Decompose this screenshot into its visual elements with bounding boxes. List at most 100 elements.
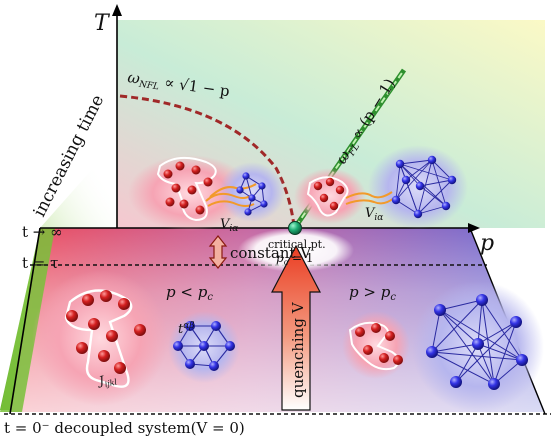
- network-edge: [405, 179, 419, 215]
- red-particle: [385, 331, 395, 341]
- network-edge: [439, 309, 523, 361]
- red-particle: [379, 353, 389, 363]
- critical-point-marker: [288, 221, 302, 235]
- blue-particle: [413, 209, 423, 219]
- blue-particle: [510, 316, 522, 328]
- v-right-label: Viα: [365, 206, 383, 223]
- blue-particle: [476, 294, 488, 306]
- network-edge: [477, 343, 523, 361]
- constant-v-arrow-icon: [208, 235, 228, 269]
- red-particle: [82, 294, 94, 306]
- blue-particle: [225, 341, 235, 351]
- coupling-wave: [205, 192, 251, 202]
- quenching-label: quenching V: [289, 301, 307, 398]
- network-edge: [431, 309, 441, 353]
- red-particle: [175, 161, 185, 171]
- blue-particle: [516, 354, 528, 366]
- network-edge: [431, 159, 453, 181]
- network-edge: [477, 321, 517, 345]
- network-edge: [431, 351, 495, 385]
- red-particle: [179, 199, 189, 209]
- blue-particle: [427, 155, 437, 165]
- nfl-crossover-curve: [119, 94, 296, 227]
- network-edge: [481, 299, 495, 385]
- network-edge: [455, 343, 479, 383]
- network-edge: [417, 205, 447, 215]
- p-axis-label: p: [480, 231, 494, 256]
- particles: [66, 155, 528, 390]
- blue-particle: [248, 194, 256, 202]
- red-particle: [191, 165, 201, 175]
- blue-particle: [488, 378, 500, 390]
- network-edge: [417, 159, 433, 215]
- j-coupling-label: Jijkl: [95, 371, 119, 391]
- red-particle: [163, 169, 173, 179]
- red-particle: [187, 185, 197, 195]
- red-particle: [106, 330, 118, 342]
- network-edge: [399, 159, 433, 165]
- network-edge: [399, 163, 453, 181]
- network-edge: [439, 309, 495, 385]
- red-particle: [171, 183, 181, 193]
- t-infinity-label: t → ∞: [22, 223, 63, 241]
- network-edge: [493, 359, 523, 385]
- t-axis-label: T: [94, 11, 111, 36]
- network-edge: [419, 185, 447, 207]
- network-edge: [477, 299, 483, 345]
- red-particle: [329, 201, 339, 211]
- v-left-label: Viα: [220, 217, 238, 234]
- network-edge: [439, 309, 479, 345]
- blue-particle: [242, 172, 250, 180]
- constant-v-label: constant V: [230, 244, 312, 262]
- blue-particle: [395, 159, 405, 169]
- red-particle: [66, 310, 78, 322]
- blue-particle: [415, 181, 425, 191]
- red-particle: [134, 324, 146, 336]
- blue-particle: [185, 321, 195, 331]
- blue-particle: [401, 175, 411, 185]
- network-edge: [431, 351, 523, 361]
- quenching-arrow-icon: [271, 244, 321, 411]
- t-zero-label: t = 0⁻ decoupled system(V = 0): [4, 419, 245, 437]
- red-particle: [319, 193, 329, 203]
- red-particle: [355, 327, 365, 337]
- svg-text:pc = 1: pc = 1: [276, 251, 314, 267]
- network-edge: [419, 179, 453, 187]
- red-particle: [313, 181, 323, 191]
- blue-particle: [258, 182, 266, 190]
- network-edge: [399, 163, 421, 187]
- red-particle: [114, 362, 126, 374]
- t-hopping-label: tαβ: [178, 321, 195, 337]
- blue-particle: [434, 304, 446, 316]
- network-edge: [439, 299, 483, 311]
- network-edge: [431, 343, 479, 353]
- blue-particle: [185, 359, 195, 369]
- network-edge: [431, 159, 447, 207]
- blue-particle: [244, 208, 252, 216]
- network-edge: [493, 321, 517, 385]
- blue-particle: [472, 338, 484, 350]
- blue-particle: [211, 321, 221, 331]
- red-particle: [335, 185, 345, 195]
- network-edge: [395, 163, 401, 201]
- blue-particle: [447, 175, 457, 185]
- red-particle: [371, 323, 381, 333]
- critical-point-label: critical pt.: [268, 238, 326, 251]
- network-edge: [455, 321, 517, 383]
- blue-particle: [199, 341, 209, 351]
- blue-particle: [391, 195, 401, 205]
- network-edge: [431, 299, 483, 353]
- network-edge: [395, 199, 419, 215]
- red-particle: [393, 355, 403, 365]
- blue-particle: [236, 186, 244, 194]
- network-edge: [395, 159, 433, 201]
- network-edge: [405, 159, 433, 181]
- blue-particle: [441, 201, 451, 211]
- t-tau-label: t = τ: [22, 254, 58, 272]
- red-particle: [98, 350, 110, 362]
- red-particle: [165, 197, 175, 207]
- blue-particle: [426, 346, 438, 358]
- red-particle: [363, 345, 373, 355]
- blue-particle: [173, 341, 183, 351]
